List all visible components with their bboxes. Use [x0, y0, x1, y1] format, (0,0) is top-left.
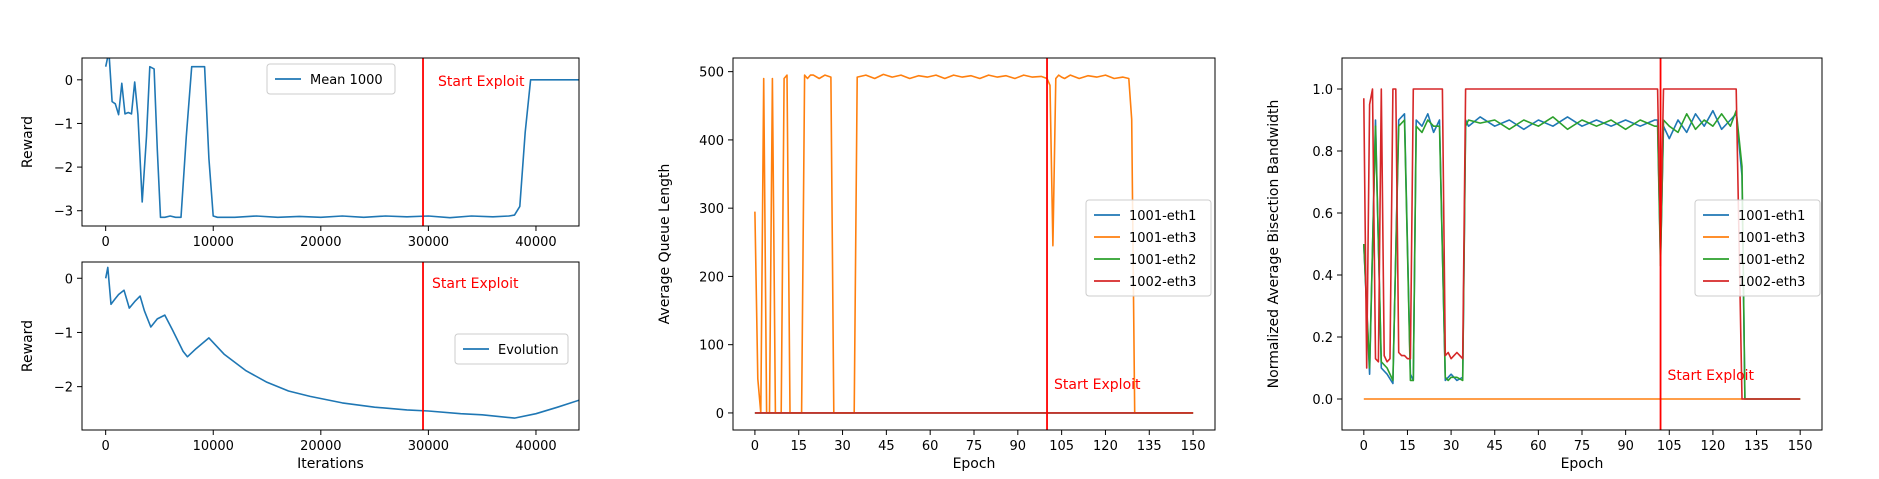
y-tick-label: 300	[699, 202, 724, 217]
y-axis-label: Average Queue Length	[657, 164, 673, 325]
y-tick-label: −2	[54, 161, 73, 176]
start-exploit-label: Start Exploit	[438, 74, 525, 90]
y-tick-label: 0.0	[1312, 393, 1333, 408]
legend-box	[454, 333, 569, 365]
x-tick-label: 30	[1443, 439, 1460, 454]
x-tick-label: 75	[1574, 439, 1591, 454]
legend: 1001-eth1 1001-eth3 1001-eth2 1002-eth3	[1085, 199, 1212, 297]
x-tick-label: 40000	[515, 439, 556, 454]
x-tick-label: 30000	[408, 439, 449, 454]
y-tick-label: 0	[716, 407, 724, 422]
x-tick-label: 20000	[300, 439, 341, 454]
legend-label: 1001-eth3	[1129, 231, 1196, 246]
x-tick-label: 10000	[193, 439, 234, 454]
series-line-Mean 1000	[104, 58, 579, 219]
plot-area	[104, 266, 579, 419]
x-axis-label: Epoch	[1561, 456, 1604, 472]
start-exploit-label: Start Exploit	[1054, 377, 1141, 393]
axes-frame	[81, 57, 580, 227]
x-tick-label: 120	[1700, 439, 1725, 454]
y-tick-label: 1.0	[1312, 83, 1333, 98]
y-tick-label: 0	[65, 272, 73, 287]
legend: 1001-eth1 1001-eth3 1001-eth2 1002-eth3	[1694, 199, 1821, 297]
x-tick-label: 10000	[193, 235, 234, 250]
queue-length-chart: 0 15 30 45 60 75 90 105 120 135 150 0 100 200 300 400 50…	[657, 57, 1216, 472]
series-line-1002-eth3	[1363, 88, 1801, 400]
y-tick-label: −2	[54, 381, 73, 396]
x-tick-label: 20000	[300, 235, 341, 250]
y-tick-label: −1	[54, 117, 73, 132]
legend: Mean 1000	[266, 63, 396, 95]
x-tick-label: 45	[878, 439, 895, 454]
axes-frame	[81, 261, 580, 431]
x-tick-label: 30000	[408, 235, 449, 250]
x-tick-label: 60	[922, 439, 939, 454]
x-tick-label: 150	[1788, 439, 1813, 454]
series-line-Evolution	[104, 266, 579, 419]
x-tick-label: 0	[102, 235, 110, 250]
x-tick-label: 135	[1137, 439, 1162, 454]
y-tick-label: 0.2	[1312, 331, 1333, 346]
legend-box	[1085, 199, 1212, 297]
y-tick-label: 0.6	[1312, 207, 1333, 222]
x-tick-label: 105	[1049, 439, 1074, 454]
legend-label: 1001-eth2	[1129, 253, 1196, 268]
y-axis-label: Reward	[20, 116, 36, 168]
legend-label: 1002-eth3	[1738, 275, 1805, 290]
x-tick-label: 0	[1360, 439, 1368, 454]
y-tick-label: 0.8	[1312, 145, 1333, 160]
legend-label: Mean 1000	[310, 73, 383, 88]
x-tick-label: 40000	[515, 235, 556, 250]
x-tick-label: 45	[1486, 439, 1503, 454]
x-tick-label: 150	[1181, 439, 1206, 454]
legend-label: 1001-eth2	[1738, 253, 1805, 268]
legend-label: 1001-eth3	[1738, 231, 1805, 246]
legend-box	[1694, 199, 1821, 297]
y-tick-label: −3	[54, 205, 73, 220]
y-tick-label: −1	[54, 326, 73, 341]
reward-evolution-chart: 0 10000 20000 30000 40000 0 −1 −2 Iterations Rewa…	[20, 261, 580, 472]
legend-label: Evolution	[498, 343, 559, 358]
x-tick-label: 0	[102, 439, 110, 454]
y-tick-label: 0.4	[1312, 269, 1333, 284]
y-axis-label: Reward	[20, 320, 36, 372]
axes-frame	[1341, 57, 1823, 431]
legend-box	[266, 63, 396, 95]
y-axis-label: Normalized Average Bisection Bandwidth	[1266, 100, 1282, 389]
y-tick-label: 200	[699, 270, 724, 285]
x-tick-label: 15	[1399, 439, 1416, 454]
start-exploit-label: Start Exploit	[432, 276, 519, 292]
axes-frame	[732, 57, 1216, 431]
x-tick-label: 60	[1530, 439, 1547, 454]
x-tick-label: 15	[790, 439, 807, 454]
x-tick-label: 90	[1010, 439, 1027, 454]
legend-label: 1002-eth3	[1129, 275, 1196, 290]
y-tick-label: 400	[699, 134, 724, 149]
x-tick-label: 75	[966, 439, 983, 454]
x-tick-label: 105	[1657, 439, 1682, 454]
plot-area	[104, 58, 579, 219]
legend: Evolution	[454, 333, 569, 365]
plot-area	[754, 73, 1194, 414]
x-tick-label: 0	[751, 439, 759, 454]
start-exploit-label: Start Exploit	[1668, 368, 1755, 384]
x-tick-label: 90	[1617, 439, 1634, 454]
x-tick-label: 30	[834, 439, 851, 454]
legend-label: 1001-eth1	[1738, 209, 1805, 224]
y-tick-label: 0	[65, 74, 73, 89]
y-tick-label: 100	[699, 339, 724, 354]
x-tick-label: 120	[1093, 439, 1118, 454]
bisection-bandwidth-chart: 0 15 30 45 60 75 90 105 120 135 150 0.0 0.2 0.4 0.6 0.8…	[1266, 57, 1823, 472]
x-tick-label: 135	[1744, 439, 1769, 454]
legend-label: 1001-eth1	[1129, 209, 1196, 224]
x-axis-label: Epoch	[953, 456, 996, 472]
reward-mean-chart: 0 10000 20000 30000 40000 0 −1 −2 −3 Reward Start …	[20, 57, 580, 250]
y-tick-label: 500	[699, 66, 724, 81]
x-axis-label: Iterations	[297, 456, 364, 472]
series-line-1001-eth2	[1363, 109, 1801, 400]
plot-area	[1363, 88, 1801, 400]
